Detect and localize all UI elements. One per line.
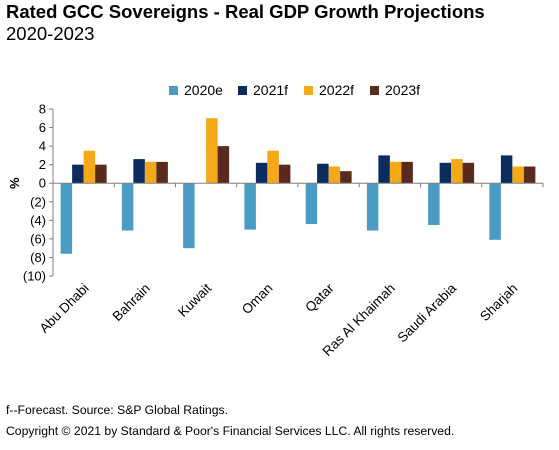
bar-2022f [451, 159, 463, 184]
bar-2021f [439, 162, 452, 184]
bar-2020e [244, 183, 256, 230]
x-tick-label: Bahrain [109, 281, 153, 325]
bar-2020e [366, 183, 379, 231]
chart-title: Rated GCC Sovereigns - Real GDP Growth P… [6, 1, 485, 22]
y-axis-label: % [7, 177, 22, 189]
bar-2023f [156, 161, 168, 184]
bar-2021f [72, 164, 84, 184]
legend-label: 2021f [253, 82, 289, 98]
bar-2020e [183, 183, 195, 249]
legend-label: 2022f [319, 82, 355, 98]
chart-legend: 2020e 2021f 2022f 2023f [0, 82, 559, 98]
bar-2020e [489, 183, 501, 240]
y-tick-label: 2 [39, 157, 46, 172]
legend-label: 2023f [385, 82, 421, 98]
y-tick-label: 0 [39, 176, 46, 191]
bar-2022f [206, 118, 218, 184]
bar-2021f [255, 162, 268, 184]
bar-2023f [401, 161, 413, 184]
x-tick-label: Saudi Arabia [395, 280, 460, 345]
copyright-notice: Copyright © 2021 by Standard & Poor's Fi… [6, 424, 455, 438]
bar-2022f [328, 166, 341, 184]
footnote: f--Forecast. Source: S&P Global Ratings. [6, 403, 228, 417]
legend-item: 2022f [304, 82, 354, 98]
y-tick-label: 4 [39, 139, 46, 154]
bar-2021f [133, 159, 145, 184]
bar-2023f [95, 164, 107, 184]
bar-2023f [217, 146, 230, 184]
bar-2021f [378, 155, 390, 184]
y-tick-label: (4) [30, 213, 46, 228]
legend-swatch [370, 85, 379, 95]
legend-swatch [169, 85, 178, 95]
bar-2020e [305, 183, 318, 225]
y-tick-label: 8 [39, 102, 46, 117]
legend-label: 2020e [184, 82, 223, 98]
bar-2022f [267, 150, 279, 184]
legend-item: 2023f [370, 82, 420, 98]
legend-swatch [238, 85, 247, 95]
legend-swatch [304, 85, 313, 95]
y-tick-label: 6 [39, 120, 46, 135]
bar-2021f [317, 163, 329, 184]
x-tick-label: Kuwait [175, 280, 214, 319]
bar-chart: % 8 6 4 2 0 (2) (4) (6) (8) (10)Abu Dhabi Bahrain Ku… [7, 102, 544, 359]
y-tick-label: (2) [30, 194, 46, 209]
y-tick-label: (6) [30, 231, 46, 246]
bar-2022f [389, 161, 402, 184]
x-tick-label: Sharjah [477, 281, 521, 325]
x-tick-label: Qatar [302, 280, 337, 315]
bar-2023f [462, 162, 475, 184]
y-tick-label: (10) [23, 269, 46, 284]
bar-2020e [428, 183, 440, 225]
bar-2023f [278, 164, 291, 184]
bar-2022f [83, 150, 96, 184]
chart-subtitle: 2020-2023 [6, 23, 95, 44]
legend-item: 2021f [238, 82, 288, 98]
x-tick-label: Oman [239, 281, 276, 318]
legend-item: 2020e [169, 82, 223, 98]
bar-2020e [121, 183, 134, 231]
bar-2020e [60, 183, 73, 254]
bar-2022f [144, 161, 157, 184]
x-tick-label: Abu Dhabi [37, 281, 92, 336]
y-tick-label: (8) [30, 250, 46, 265]
bar-2023f [340, 171, 352, 184]
bar-2021f [500, 155, 513, 184]
bar-2023f [523, 166, 536, 184]
bar-2022f [512, 166, 524, 184]
